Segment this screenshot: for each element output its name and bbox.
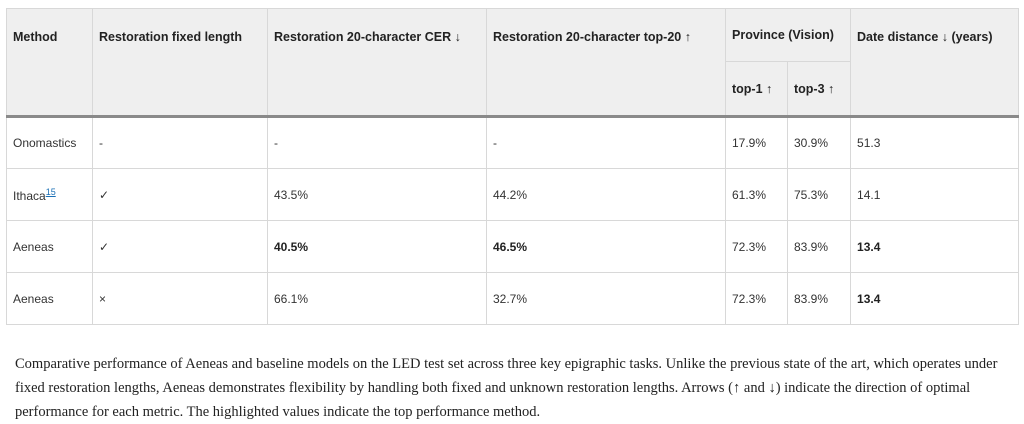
cell-top3: 83.9% bbox=[786, 220, 852, 273]
header-date-distance: Date distance ↓ (years) bbox=[850, 8, 1020, 117]
cell-date: 51.3 bbox=[850, 115, 1020, 169]
results-table-container: Method Restoration fixed length Restorat… bbox=[6, 8, 1020, 325]
table-row: Aeneas × 66.1% 32.7% 72.3% 83.9% 13.4 bbox=[6, 272, 1020, 325]
cell-top1: 17.9% bbox=[725, 115, 788, 169]
header-method: Method bbox=[6, 8, 93, 117]
cell-top1: 72.3% bbox=[725, 220, 788, 273]
cell-top20-best: 46.5% bbox=[486, 220, 726, 273]
results-table: Method Restoration fixed length Restorat… bbox=[6, 8, 1020, 325]
cell-fixed: × bbox=[92, 272, 268, 325]
header-top20: Restoration 20-character top-20 ↑ bbox=[486, 8, 726, 117]
header-top1: top-1 ↑ bbox=[725, 61, 788, 117]
method-name: Ithaca bbox=[13, 188, 46, 203]
cell-method: Aeneas bbox=[6, 220, 93, 273]
cell-fixed: ✓ bbox=[92, 168, 268, 221]
cell-fixed: ✓ bbox=[92, 220, 268, 273]
cell-top20: 32.7% bbox=[486, 272, 726, 325]
cell-top20: - bbox=[486, 115, 726, 169]
cell-top3: 83.9% bbox=[786, 272, 852, 325]
header-fixed-length: Restoration fixed length bbox=[92, 8, 268, 117]
reference-link[interactable]: 15 bbox=[45, 186, 56, 197]
cell-method: Onomastics bbox=[6, 115, 93, 169]
table-row: Aeneas ✓ 40.5% 46.5% 72.3% 83.9% 13.4 bbox=[6, 220, 1020, 273]
table-row: Ithaca15 ✓ 43.5% 44.2% 61.3% 75.3% 14.1 bbox=[6, 168, 1020, 221]
header-cer: Restoration 20-character CER ↓ bbox=[267, 8, 487, 117]
cell-method: Ithaca15 bbox=[6, 168, 93, 221]
cell-fixed: - bbox=[92, 115, 268, 169]
header-province: Province (Vision) bbox=[724, 8, 852, 62]
cell-cer: 43.5% bbox=[267, 168, 487, 221]
cell-cer: - bbox=[267, 115, 487, 169]
cell-top3: 30.9% bbox=[786, 115, 852, 169]
table-row: Onomastics - - - 17.9% 30.9% 51.3 bbox=[6, 115, 1020, 169]
cell-cer-best: 40.5% bbox=[267, 220, 487, 273]
header-top3: top-3 ↑ bbox=[786, 61, 852, 117]
cell-method: Aeneas bbox=[6, 272, 93, 325]
cell-top1: 61.3% bbox=[725, 168, 788, 221]
cell-date-best: 13.4 bbox=[850, 272, 1020, 325]
cell-date: 14.1 bbox=[850, 168, 1020, 221]
cell-cer: 66.1% bbox=[267, 272, 487, 325]
cell-top3: 75.3% bbox=[786, 168, 852, 221]
cell-top1: 72.3% bbox=[725, 272, 788, 325]
cell-top20: 44.2% bbox=[486, 168, 726, 221]
cell-date-best: 13.4 bbox=[850, 220, 1020, 273]
table-caption: Comparative performance of Aeneas and ba… bbox=[15, 355, 998, 420]
